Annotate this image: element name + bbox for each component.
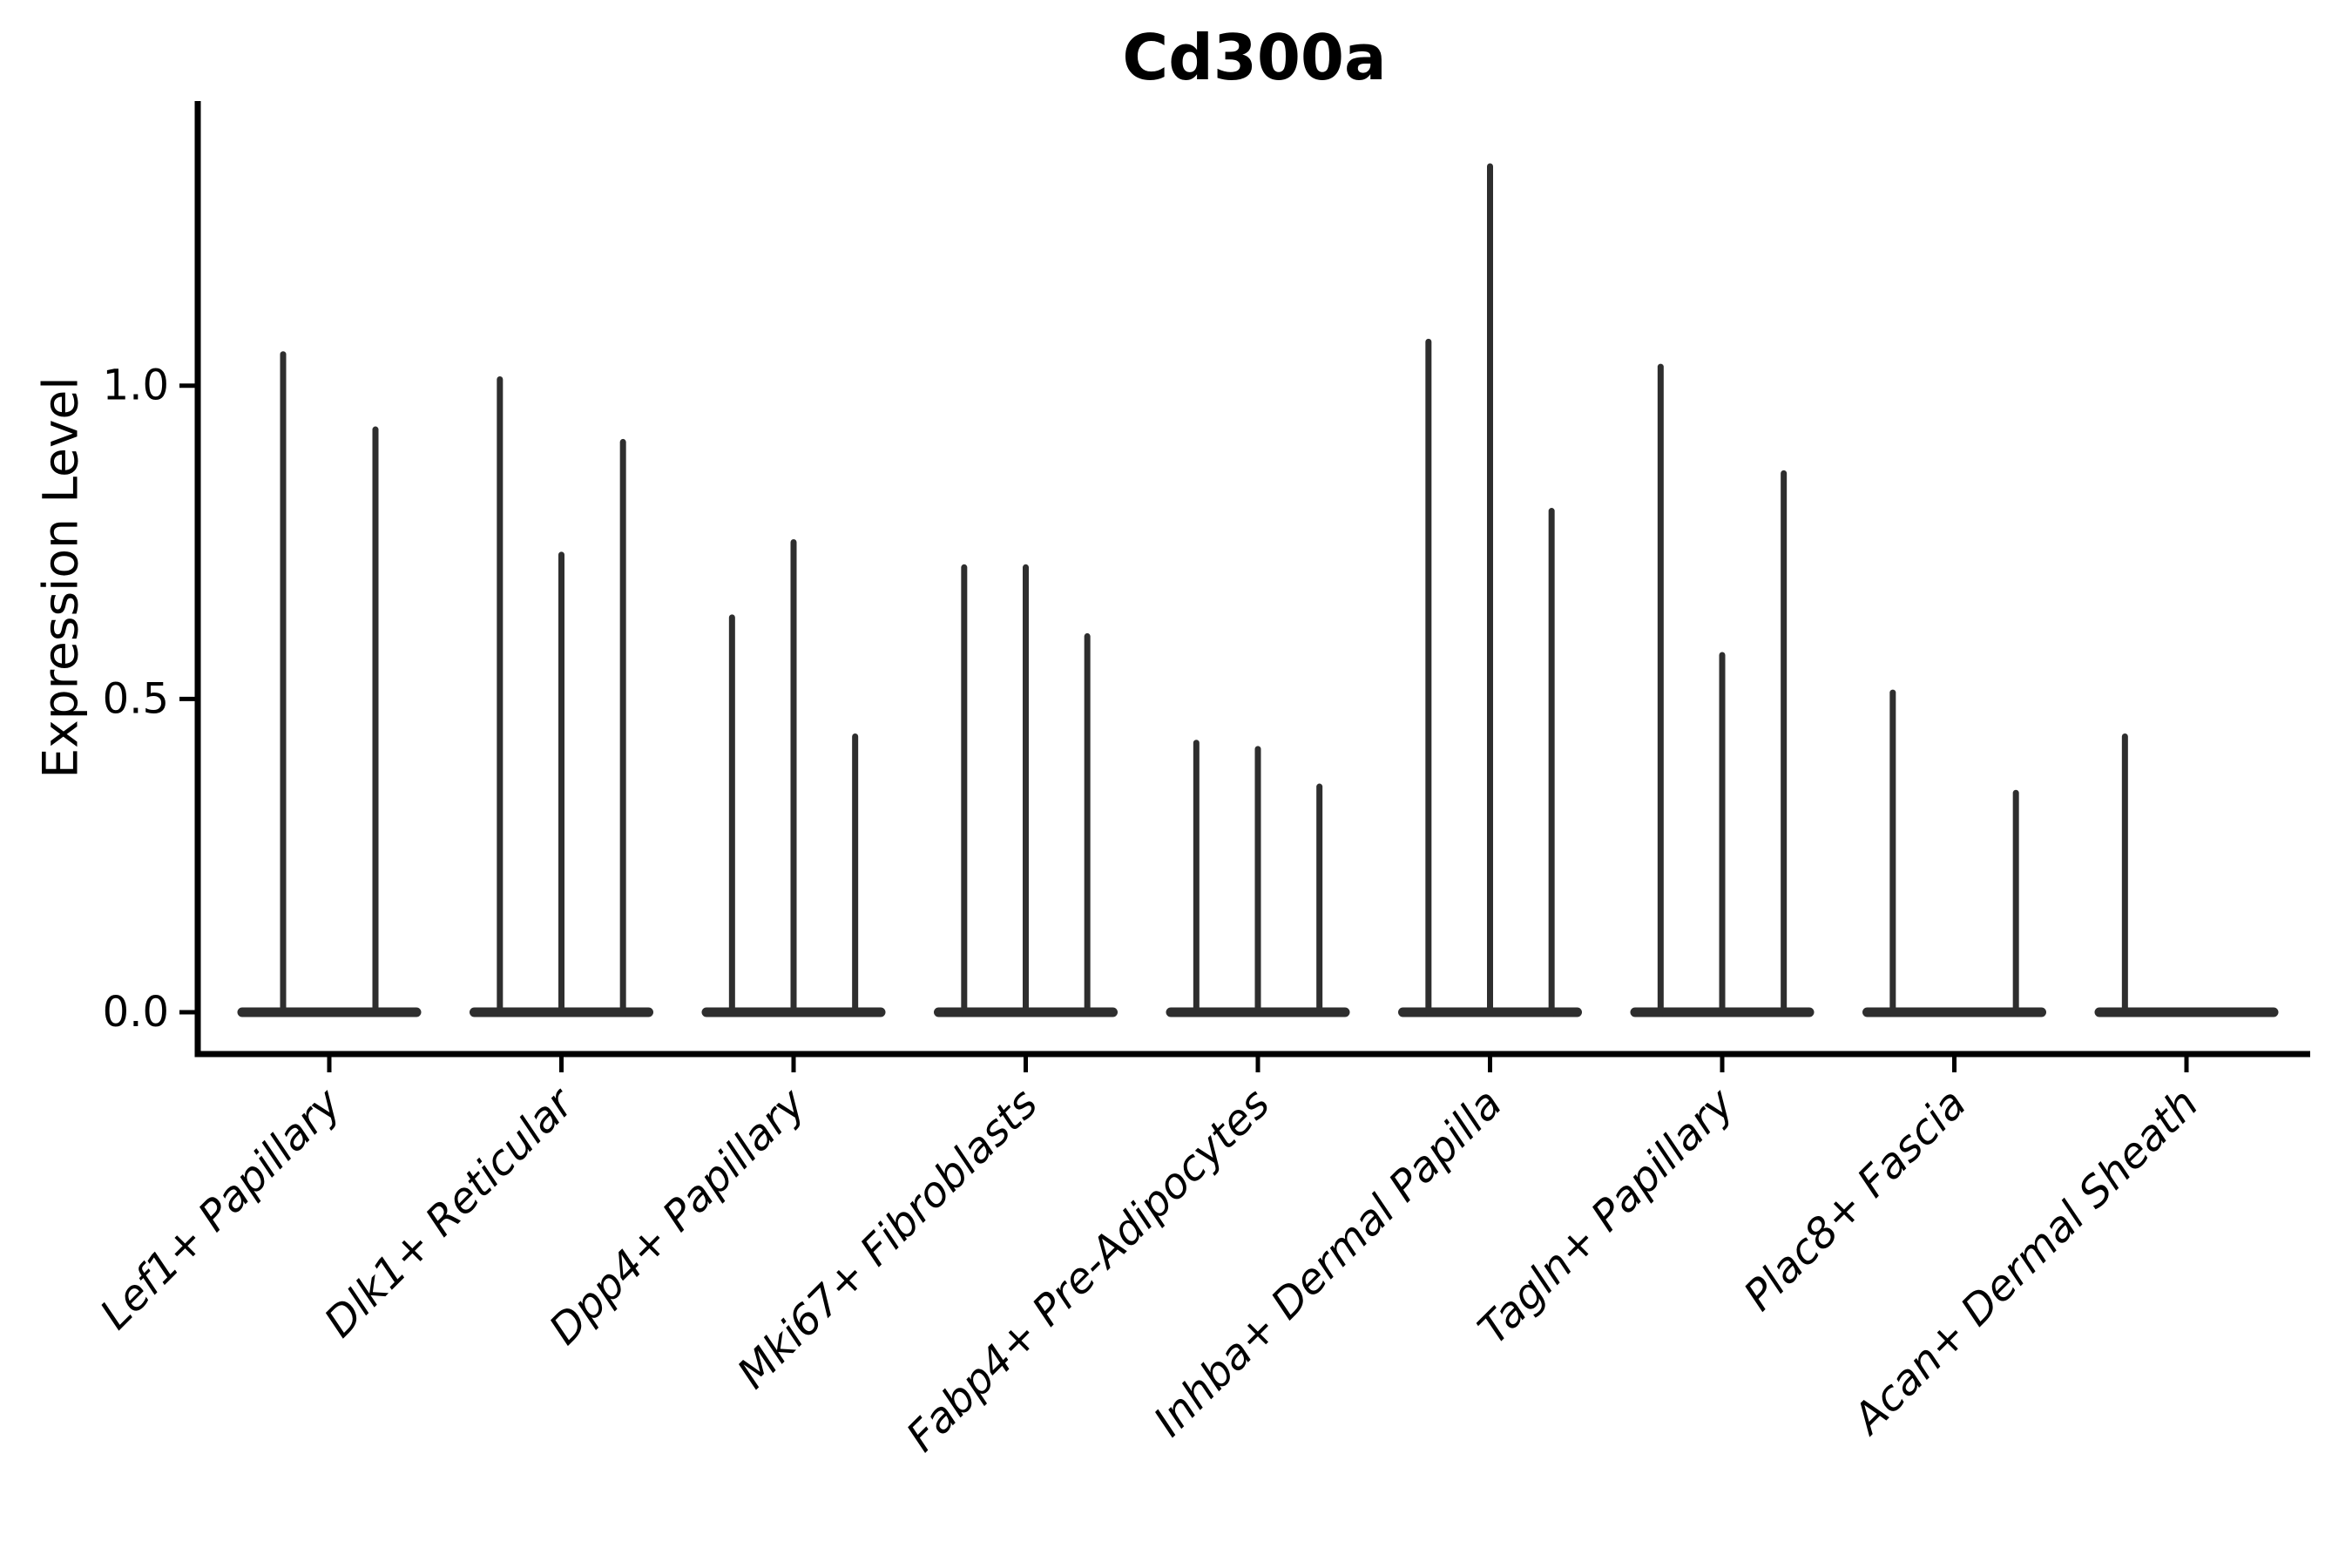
x-axis-label: Lef1+ Papillary: [91, 1078, 351, 1339]
y-tick-label: 1.0: [103, 362, 169, 410]
x-axis-label: Dlk1+ Reticular: [315, 1078, 585, 1348]
chart-title: Cd300a: [1122, 21, 1387, 94]
y-tick-label: 0.5: [103, 674, 169, 723]
x-axis-label: Tagln+ Papillary: [1469, 1078, 1744, 1354]
x-axis-label: Dpp4+ Papillary: [540, 1078, 815, 1354]
y-tick-label: 0.0: [103, 988, 169, 1037]
x-axis-label: Plac8+ Fascia: [1734, 1079, 1976, 1321]
